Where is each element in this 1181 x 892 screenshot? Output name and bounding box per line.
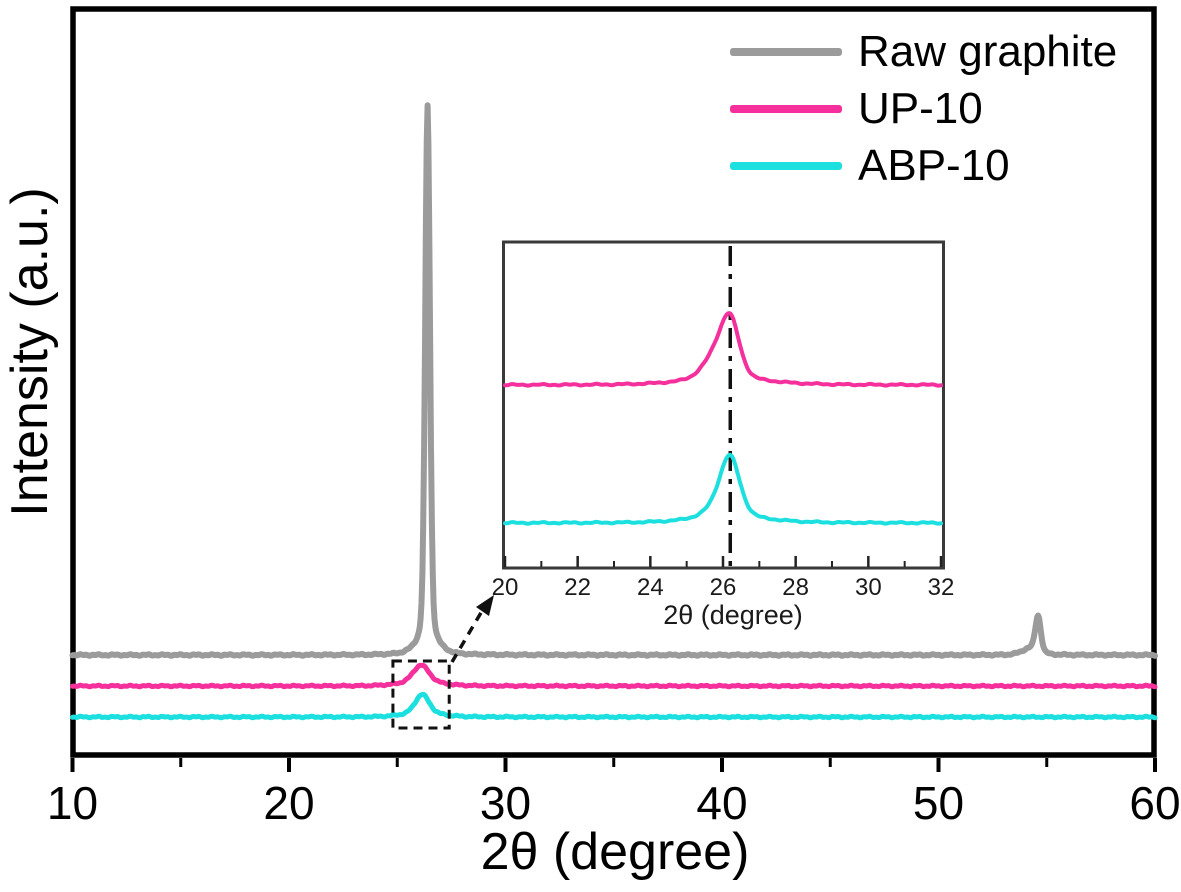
x-tick-label: 60: [1129, 777, 1181, 829]
zoom-arrow-line: [450, 610, 484, 663]
inset-abp-10-curve: [503, 452, 943, 526]
raw-graphite-curve: [69, 102, 1158, 659]
y-axis-label: Intensity (a.u.): [1, 187, 59, 517]
legend-item-raw-graphite: Raw graphite: [730, 23, 1117, 80]
abp-10-curve: [70, 691, 1158, 721]
inset-x-axis-label: 2θ (degree): [663, 600, 803, 630]
up-10-curve: [70, 662, 1158, 690]
legend-label-raw-graphite: Raw graphite: [858, 26, 1118, 76]
legend-label-abp-10: ABP-10: [858, 140, 1010, 190]
inset-tick-label: 20: [491, 574, 519, 601]
legend-line-swatch-abp-10: [730, 161, 842, 170]
zoom-arrow-head-icon: [476, 595, 494, 616]
x-tick-label: 20: [263, 777, 315, 829]
legend-label-up-10: UP-10: [858, 83, 983, 133]
inset-up-10-curve: [503, 311, 943, 388]
legend-item-abp-10: ABP-10: [730, 137, 1117, 194]
zoom-region-box: [391, 659, 451, 730]
inset-tick-label: 26: [709, 574, 737, 601]
x-tick-label: 30: [479, 777, 532, 829]
legend: Raw graphite UP-10 ABP-10: [730, 23, 1117, 194]
x-axis-label: 2θ (degree): [480, 823, 750, 881]
main-plot-border: [70, 6, 1157, 758]
legend-item-up-10: UP-10: [730, 80, 1117, 137]
inset-plot-border: [502, 240, 945, 570]
x-tick-label: 50: [912, 777, 965, 829]
legend-line-swatch-up-10: [730, 104, 842, 113]
x-tick-label: 10: [46, 777, 99, 829]
inset-tick-label: 24: [636, 574, 664, 601]
inset-tick-label: 32: [927, 574, 955, 601]
x-tick-label: 40: [696, 777, 748, 829]
legend-line-swatch-raw-graphite: [730, 47, 842, 56]
inset-tick-label: 22: [564, 574, 591, 601]
inset-tick-label: 30: [854, 574, 882, 601]
inset-tick-label: 28: [782, 574, 809, 601]
